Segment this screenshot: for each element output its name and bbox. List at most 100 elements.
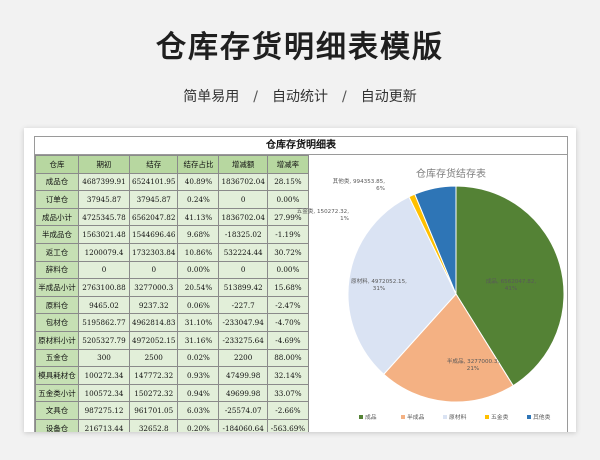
table-cell[interactable]: 9237.32 — [128, 295, 179, 315]
table-cell[interactable]: 32.14% — [266, 366, 309, 385]
table-cell[interactable]: 100572.34 — [78, 383, 130, 403]
table-cell[interactable]: 147772.32 — [128, 366, 179, 385]
table-cell[interactable]: 10.86% — [177, 242, 220, 262]
legend-label[interactable]: 五金类 — [491, 413, 509, 421]
pie-slice-5[interactable] — [414, 185, 457, 295]
legend-label[interactable]: 原材料 — [449, 413, 467, 421]
table-cell[interactable]: 31.10% — [177, 313, 220, 332]
table-cell[interactable]: 6524101.95 — [128, 172, 179, 192]
table-cell[interactable]: 32652.8 — [128, 418, 179, 432]
table-cell[interactable]: 0.00% — [177, 260, 220, 280]
pie-slice-1[interactable] — [455, 185, 565, 387]
table-cell[interactable]: 0 — [218, 260, 268, 280]
table-cell[interactable]: 0 — [218, 190, 268, 209]
pie-slice-2[interactable] — [383, 293, 514, 403]
table-cell[interactable]: 2200 — [218, 348, 268, 368]
table-cell[interactable]: -2.47% — [266, 295, 309, 315]
table-cell[interactable]: 37945.87 — [78, 190, 130, 209]
table-cell[interactable]: 47499.98 — [218, 366, 268, 385]
warehouse-name-cell[interactable]: 五金仓 — [35, 348, 79, 368]
table-cell[interactable]: 216713.44 — [78, 418, 130, 432]
column-header[interactable]: 结存 — [128, 155, 179, 174]
table-cell[interactable]: 9465.02 — [78, 295, 130, 315]
table-cell[interactable]: 1563021.48 — [78, 225, 130, 244]
warehouse-name-cell[interactable]: 文具仓 — [35, 401, 79, 420]
table-cell[interactable]: -4.69% — [266, 330, 309, 350]
table-cell[interactable]: 15.68% — [266, 278, 309, 297]
table-cell[interactable]: 1732303.84 — [128, 242, 179, 262]
table-cell[interactable]: -233275.64 — [218, 330, 268, 350]
table-cell[interactable]: 513899.42 — [218, 278, 268, 297]
table-cell[interactable]: 0.06% — [177, 295, 220, 315]
table-cell[interactable]: 2763100.88 — [78, 278, 130, 297]
table-cell[interactable]: 41.13% — [177, 207, 220, 227]
table-cell[interactable]: 3277000.3 — [128, 278, 179, 297]
pie-slice-3[interactable] — [347, 196, 457, 375]
table-cell[interactable]: 6562047.82 — [128, 207, 179, 227]
table-cell[interactable]: -563.69% — [266, 418, 309, 432]
table-cell[interactable]: 150272.32 — [128, 383, 179, 403]
table-cell[interactable]: 4962814.83 — [128, 313, 179, 332]
table-cell[interactable]: -25574.07 — [218, 401, 268, 420]
table-cell[interactable]: 0.20% — [177, 418, 220, 432]
legend-label[interactable]: 其他类 — [533, 413, 551, 421]
table-cell[interactable]: 0.24% — [177, 190, 220, 209]
table-cell[interactable]: 40.89% — [177, 172, 220, 192]
table-cell[interactable]: 1836702.04 — [218, 207, 268, 227]
table-cell[interactable]: -18325.02 — [218, 225, 268, 244]
legend-label[interactable]: 半成品 — [407, 413, 425, 421]
table-cell[interactable]: 0.02% — [177, 348, 220, 368]
table-cell[interactable]: 30.72% — [266, 242, 309, 262]
warehouse-name-cell[interactable]: 原材料小计 — [35, 330, 79, 350]
table-cell[interactable]: 20.54% — [177, 278, 220, 297]
table-cell[interactable]: 5205327.79 — [78, 330, 130, 350]
table-cell[interactable]: 6.03% — [177, 401, 220, 420]
warehouse-name-cell[interactable]: 返工仓 — [35, 242, 79, 262]
table-cell[interactable]: 49699.98 — [218, 383, 268, 403]
table-cell[interactable]: 4687399.91 — [78, 172, 130, 192]
warehouse-name-cell[interactable]: 成品小计 — [35, 207, 79, 227]
table-cell[interactable]: -184060.64 — [218, 418, 268, 432]
table-cell[interactable]: 31.16% — [177, 330, 220, 350]
table-cell[interactable]: 5195862.77 — [78, 313, 130, 332]
table-cell[interactable]: 37945.87 — [128, 190, 179, 209]
warehouse-name-cell[interactable]: 包材仓 — [35, 313, 79, 332]
table-cell[interactable]: 28.15% — [266, 172, 309, 192]
table-cell[interactable]: 4972052.15 — [128, 330, 179, 350]
table-cell[interactable]: 1544696.46 — [128, 225, 179, 244]
table-cell[interactable]: 532224.44 — [218, 242, 268, 262]
table-cell[interactable]: 0.00% — [266, 260, 309, 280]
warehouse-name-cell[interactable]: 原料仓 — [35, 295, 79, 315]
warehouse-name-cell[interactable]: 设备仓 — [35, 418, 79, 432]
table-cell[interactable]: 2500 — [128, 348, 179, 368]
table-cell[interactable]: 961701.05 — [128, 401, 179, 420]
table-cell[interactable]: 0 — [128, 260, 179, 280]
warehouse-name-cell[interactable]: 半成品仓 — [35, 225, 79, 244]
warehouse-name-cell[interactable]: 辞料仓 — [35, 260, 79, 280]
table-cell[interactable]: -1.19% — [266, 225, 309, 244]
table-cell[interactable]: 4725345.78 — [78, 207, 130, 227]
column-header[interactable]: 结存占比 — [177, 155, 220, 174]
warehouse-name-cell[interactable]: 五金类小计 — [35, 383, 79, 403]
table-cell[interactable]: 100272.34 — [78, 366, 130, 385]
warehouse-name-cell[interactable]: 成品仓 — [35, 172, 79, 192]
table-cell[interactable]: 0.94% — [177, 383, 220, 403]
warehouse-name-cell[interactable]: 订单仓 — [35, 190, 79, 209]
column-header[interactable]: 增减额 — [218, 155, 268, 174]
warehouse-name-cell[interactable]: 半成品小计 — [35, 278, 79, 297]
table-cell[interactable]: 33.07% — [266, 383, 309, 403]
legend-label[interactable]: 成品 — [365, 413, 377, 421]
table-cell[interactable]: 300 — [78, 348, 130, 368]
column-header[interactable]: 增减率 — [266, 155, 309, 174]
column-header[interactable]: 期初 — [78, 155, 130, 174]
table-cell[interactable]: -233047.94 — [218, 313, 268, 332]
table-cell[interactable]: 987275.12 — [78, 401, 130, 420]
table-cell[interactable]: 0 — [78, 260, 130, 280]
warehouse-name-cell[interactable]: 模具耗材仓 — [35, 366, 79, 385]
table-cell[interactable]: 1200079.4 — [78, 242, 130, 262]
table-cell[interactable]: 88.00% — [266, 348, 309, 368]
table-cell[interactable]: -227.7 — [218, 295, 268, 315]
table-cell[interactable]: 0.93% — [177, 366, 220, 385]
table-cell[interactable]: 1836702.04 — [218, 172, 268, 192]
column-header[interactable]: 仓库 — [35, 155, 79, 174]
